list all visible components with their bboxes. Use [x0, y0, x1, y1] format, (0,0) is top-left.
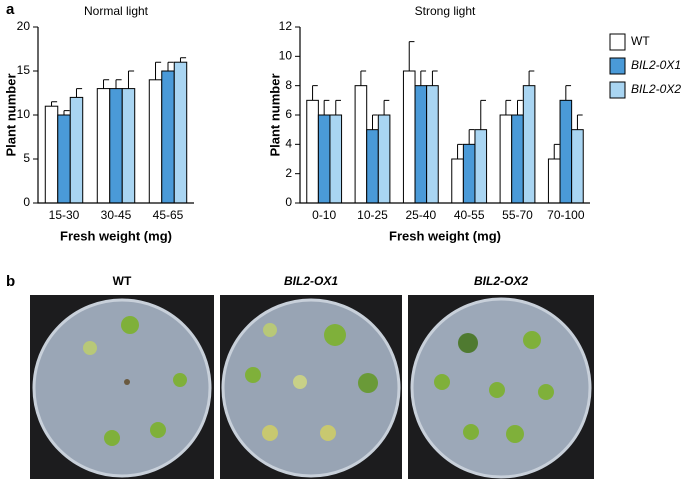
bar: [366, 129, 379, 204]
bar: [511, 114, 524, 204]
error-bar: [51, 101, 58, 107]
bar: [109, 88, 123, 204]
panel-label: b: [6, 273, 15, 290]
error-bar: [75, 88, 83, 98]
error-bar: [517, 99, 523, 115]
bar: [462, 143, 476, 204]
y-tick-label: 8: [285, 78, 292, 92]
bar: [559, 99, 573, 204]
panel-label: a: [6, 1, 15, 18]
dish: [32, 298, 212, 478]
error-bar: [167, 61, 174, 71]
photo-label: WT: [113, 274, 132, 288]
error-bar: [420, 70, 427, 86]
bar: [547, 158, 561, 204]
photo-label: BIL2-OX2: [474, 274, 528, 288]
x-tick-label: 15-30: [49, 208, 80, 222]
bar: [522, 85, 536, 204]
y-tick-label: 0: [285, 195, 292, 209]
error-bar: [335, 99, 341, 115]
y-tick-label: 6: [285, 107, 292, 121]
y-tick-label: 20: [17, 19, 31, 33]
bar: [148, 79, 163, 204]
legend-swatch: [609, 33, 626, 51]
photo-label: BIL2-OX1: [284, 274, 338, 288]
x-tick-label: 70-100: [547, 208, 585, 222]
error-bar: [480, 99, 486, 130]
x-tick-label: 30-45: [101, 208, 132, 222]
y-tick-label: 4: [285, 137, 292, 151]
bar: [377, 114, 391, 204]
x-tick-label: 40-55: [454, 208, 485, 222]
y-axis-label: Plant number: [267, 73, 282, 156]
error-bar: [103, 79, 110, 89]
bar: [414, 85, 428, 204]
bar: [354, 85, 368, 204]
seedlings: [83, 316, 554, 446]
error-bar: [528, 70, 535, 86]
axis: [37, 27, 194, 204]
error-bar: [127, 70, 135, 89]
y-tick-label: 10: [17, 107, 31, 121]
error-bar: [431, 70, 438, 86]
error-bar: [155, 61, 162, 80]
legend-label: BIL2-0X1: [631, 58, 681, 72]
y-tick-label: 15: [17, 63, 31, 77]
error-bar: [457, 143, 463, 159]
photos: WT BIL2-OX1 BIL2-OX2: [30, 274, 594, 479]
legend-swatch: [609, 57, 626, 75]
x-axis-label: Fresh weight (mg): [60, 228, 172, 243]
x-axis-label: Fresh weight (mg): [389, 228, 501, 243]
x-tick-label: 10-25: [357, 208, 388, 222]
error-bar: [553, 143, 560, 159]
error-bar: [360, 70, 367, 86]
legend-swatch: [609, 81, 626, 99]
error-bar: [179, 57, 187, 63]
y-tick-label: 12: [279, 19, 293, 33]
y-tick-label: 0: [23, 195, 30, 209]
error-bar: [408, 41, 415, 71]
bar: [474, 129, 488, 204]
bar: [161, 70, 175, 204]
error-bar: [383, 99, 390, 115]
bar: [96, 88, 111, 204]
error-bar: [312, 85, 318, 101]
bar: [306, 99, 319, 204]
bar: [173, 61, 188, 204]
error-bar: [468, 129, 475, 145]
x-tick-label: 45-65: [153, 208, 184, 222]
axis: [299, 27, 590, 204]
legend-label: WT: [631, 34, 650, 48]
y-tick-label: 10: [279, 49, 293, 63]
bar: [499, 114, 513, 204]
x-tick-label: 0-10: [312, 208, 336, 222]
bar: [451, 158, 464, 204]
bar: [571, 129, 584, 204]
error-bar: [115, 79, 122, 89]
bar: [57, 114, 71, 204]
chart-title: Strong light: [415, 4, 476, 18]
x-tick-label: 55-70: [502, 208, 533, 222]
error-bar: [505, 99, 512, 115]
bar: [402, 70, 416, 204]
y-tick-label: 5: [23, 151, 30, 165]
legend-label: BIL2-0X2: [631, 82, 681, 96]
bar: [69, 96, 84, 204]
bar: [121, 88, 136, 204]
bar: [317, 114, 331, 204]
y-tick-label: 2: [285, 166, 292, 180]
error-bar: [63, 110, 70, 115]
error-bar: [372, 114, 378, 130]
bar: [329, 114, 343, 204]
bar: [426, 85, 439, 204]
chart-title: Normal light: [84, 4, 149, 18]
x-tick-label: 25-40: [405, 208, 436, 222]
y-axis-label: Plant number: [3, 73, 18, 156]
error-bar: [565, 85, 572, 101]
bar: [44, 105, 59, 204]
error-bar: [323, 99, 330, 115]
error-bar: [576, 114, 583, 130]
